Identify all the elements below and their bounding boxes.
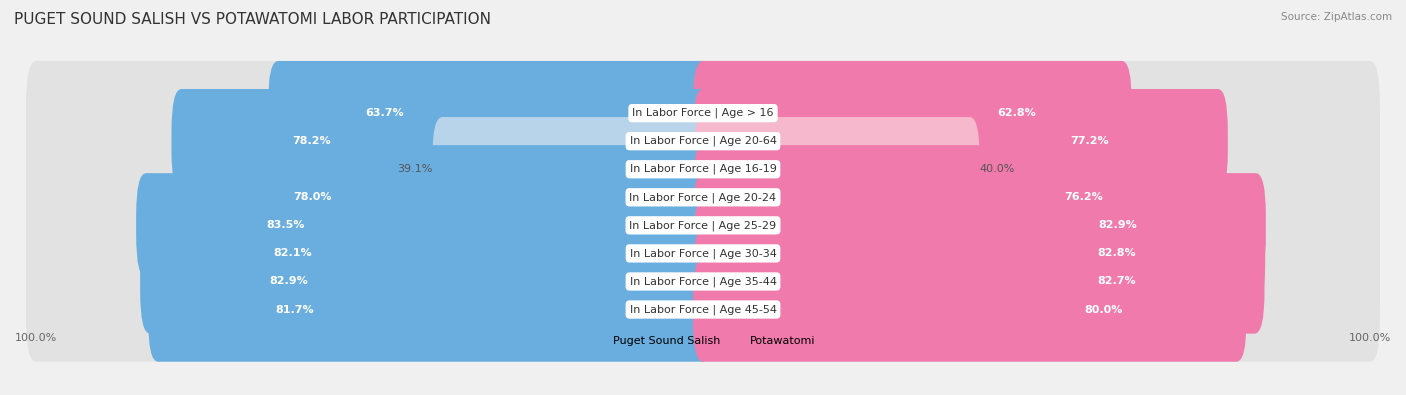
Text: 77.2%: 77.2% <box>1070 136 1108 146</box>
FancyBboxPatch shape <box>693 229 1264 334</box>
Text: 82.9%: 82.9% <box>1098 220 1137 230</box>
Text: In Labor Force | Age 35-44: In Labor Force | Age 35-44 <box>630 276 776 287</box>
Text: 83.5%: 83.5% <box>266 220 305 230</box>
Text: 82.9%: 82.9% <box>269 276 308 286</box>
FancyBboxPatch shape <box>136 173 713 278</box>
Text: 82.8%: 82.8% <box>1098 248 1136 258</box>
FancyBboxPatch shape <box>27 89 1379 194</box>
Text: Source: ZipAtlas.com: Source: ZipAtlas.com <box>1281 12 1392 22</box>
FancyBboxPatch shape <box>693 89 1227 194</box>
FancyBboxPatch shape <box>693 201 1265 306</box>
Text: PUGET SOUND SALISH VS POTAWATOMI LABOR PARTICIPATION: PUGET SOUND SALISH VS POTAWATOMI LABOR P… <box>14 12 491 27</box>
Text: In Labor Force | Age 20-64: In Labor Force | Age 20-64 <box>630 136 776 147</box>
FancyBboxPatch shape <box>173 145 713 250</box>
Text: 81.7%: 81.7% <box>276 305 314 314</box>
FancyBboxPatch shape <box>27 173 1379 278</box>
Text: In Labor Force | Age 30-34: In Labor Force | Age 30-34 <box>630 248 776 259</box>
Text: 78.2%: 78.2% <box>292 136 332 146</box>
Text: 82.7%: 82.7% <box>1097 276 1136 286</box>
Text: 63.7%: 63.7% <box>366 108 404 118</box>
FancyBboxPatch shape <box>27 61 1379 166</box>
FancyBboxPatch shape <box>27 145 1379 250</box>
FancyBboxPatch shape <box>269 61 713 166</box>
FancyBboxPatch shape <box>27 117 1379 222</box>
FancyBboxPatch shape <box>27 229 1379 334</box>
FancyBboxPatch shape <box>693 61 1132 166</box>
FancyBboxPatch shape <box>27 257 1379 362</box>
Text: In Labor Force | Age 45-54: In Labor Force | Age 45-54 <box>630 304 776 315</box>
Text: 82.1%: 82.1% <box>273 248 312 258</box>
Text: 40.0%: 40.0% <box>980 164 1015 174</box>
Text: In Labor Force | Age 16-19: In Labor Force | Age 16-19 <box>630 164 776 175</box>
FancyBboxPatch shape <box>432 117 713 222</box>
FancyBboxPatch shape <box>693 257 1247 362</box>
FancyBboxPatch shape <box>27 201 1379 306</box>
FancyBboxPatch shape <box>693 173 1265 278</box>
Text: 80.0%: 80.0% <box>1084 305 1122 314</box>
Text: 39.1%: 39.1% <box>396 164 432 174</box>
Text: 76.2%: 76.2% <box>1064 192 1104 202</box>
FancyBboxPatch shape <box>145 201 713 306</box>
FancyBboxPatch shape <box>693 145 1222 250</box>
Text: 78.0%: 78.0% <box>294 192 332 202</box>
Text: In Labor Force | Age 25-29: In Labor Force | Age 25-29 <box>630 220 776 231</box>
Legend: Puget Sound Salish, Potawatomi: Puget Sound Salish, Potawatomi <box>586 331 820 350</box>
Text: In Labor Force | Age > 16: In Labor Force | Age > 16 <box>633 108 773 118</box>
Text: In Labor Force | Age 20-24: In Labor Force | Age 20-24 <box>630 192 776 203</box>
FancyBboxPatch shape <box>693 117 980 222</box>
FancyBboxPatch shape <box>148 257 713 362</box>
FancyBboxPatch shape <box>141 229 713 334</box>
FancyBboxPatch shape <box>172 89 713 194</box>
Text: 62.8%: 62.8% <box>998 108 1036 118</box>
